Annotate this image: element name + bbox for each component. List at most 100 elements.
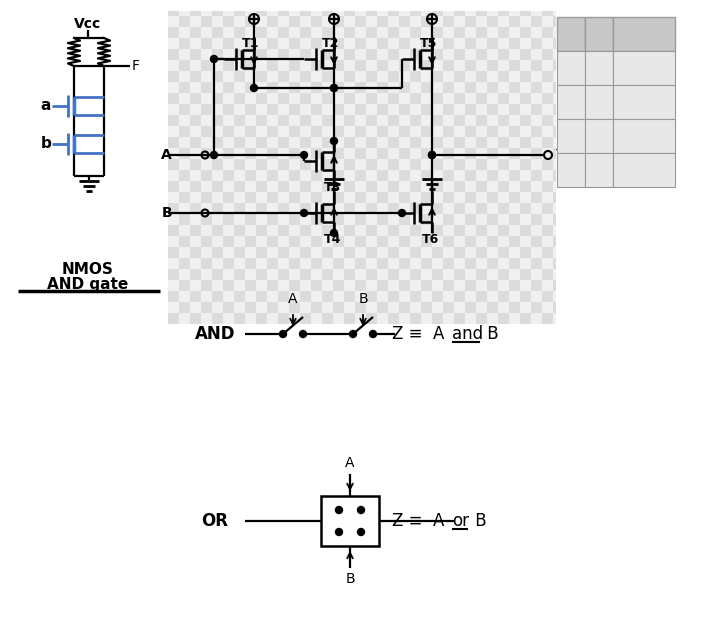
Bar xyxy=(421,214,432,225)
Bar xyxy=(613,119,675,153)
Bar xyxy=(542,258,553,269)
Bar xyxy=(366,148,377,159)
Bar xyxy=(421,258,432,269)
Bar xyxy=(542,38,553,49)
Bar xyxy=(465,148,476,159)
Bar xyxy=(234,203,245,214)
Bar xyxy=(311,181,322,192)
Bar xyxy=(487,236,498,247)
Bar xyxy=(311,280,322,291)
Bar xyxy=(487,16,498,27)
Bar xyxy=(557,17,585,51)
Circle shape xyxy=(358,507,365,514)
Bar xyxy=(421,82,432,93)
Bar xyxy=(443,291,454,302)
Bar xyxy=(410,269,421,280)
Bar xyxy=(421,225,432,236)
Bar xyxy=(333,181,344,192)
Bar xyxy=(267,60,278,71)
Bar xyxy=(498,192,509,203)
Bar xyxy=(168,104,179,115)
Bar xyxy=(190,313,201,324)
Bar xyxy=(377,126,388,137)
Bar xyxy=(443,225,454,236)
Bar xyxy=(355,225,366,236)
Bar xyxy=(344,71,355,82)
Bar xyxy=(557,85,585,119)
Bar xyxy=(443,159,454,170)
Bar xyxy=(311,302,322,313)
Bar xyxy=(355,126,366,137)
Bar xyxy=(201,225,212,236)
Bar xyxy=(366,203,377,214)
Bar xyxy=(289,11,300,16)
Bar xyxy=(300,203,311,214)
Bar xyxy=(465,181,476,192)
Circle shape xyxy=(279,330,286,337)
Bar xyxy=(476,82,487,93)
Bar xyxy=(300,170,311,181)
Bar xyxy=(388,203,399,214)
Bar xyxy=(223,82,234,93)
Bar xyxy=(542,71,553,82)
Bar xyxy=(432,302,443,313)
Bar xyxy=(190,214,201,225)
Bar xyxy=(498,170,509,181)
Bar xyxy=(344,93,355,104)
Bar xyxy=(344,159,355,170)
Bar xyxy=(311,93,322,104)
Bar xyxy=(465,49,476,60)
Bar xyxy=(421,16,432,27)
Bar xyxy=(366,38,377,49)
Bar xyxy=(476,236,487,247)
Bar xyxy=(465,302,476,313)
Bar xyxy=(613,153,675,187)
Bar xyxy=(465,236,476,247)
Bar xyxy=(256,115,267,126)
Bar xyxy=(553,27,556,38)
Bar xyxy=(498,247,509,258)
Bar xyxy=(399,258,410,269)
Bar xyxy=(388,49,399,60)
Bar xyxy=(278,302,289,313)
Bar xyxy=(278,258,289,269)
Bar xyxy=(520,214,531,225)
Bar xyxy=(355,192,366,203)
Bar xyxy=(465,93,476,104)
Bar xyxy=(212,236,223,247)
Bar xyxy=(223,115,234,126)
Bar xyxy=(498,27,509,38)
Bar xyxy=(509,280,520,291)
Bar xyxy=(234,280,245,291)
Bar xyxy=(421,49,432,60)
Bar xyxy=(487,49,498,60)
Bar xyxy=(366,225,377,236)
Bar xyxy=(311,170,322,181)
Bar xyxy=(585,119,613,153)
Bar xyxy=(366,247,377,258)
Bar xyxy=(399,247,410,258)
Bar xyxy=(410,225,421,236)
Bar xyxy=(333,203,344,214)
Bar xyxy=(432,71,443,82)
Bar xyxy=(289,16,300,27)
Bar xyxy=(443,49,454,60)
Bar xyxy=(443,170,454,181)
Text: T1: T1 xyxy=(242,37,259,50)
Bar xyxy=(531,82,542,93)
Bar xyxy=(245,49,256,60)
Bar xyxy=(322,192,333,203)
Bar xyxy=(245,269,256,280)
Bar xyxy=(267,181,278,192)
Bar xyxy=(201,192,212,203)
Bar xyxy=(399,302,410,313)
Text: Z ≡  A: Z ≡ A xyxy=(393,325,450,343)
Bar xyxy=(410,280,421,291)
Bar xyxy=(234,82,245,93)
Bar xyxy=(300,192,311,203)
Bar xyxy=(311,49,322,60)
Bar xyxy=(168,236,179,247)
Bar xyxy=(322,258,333,269)
Bar xyxy=(300,49,311,60)
Bar xyxy=(542,82,553,93)
